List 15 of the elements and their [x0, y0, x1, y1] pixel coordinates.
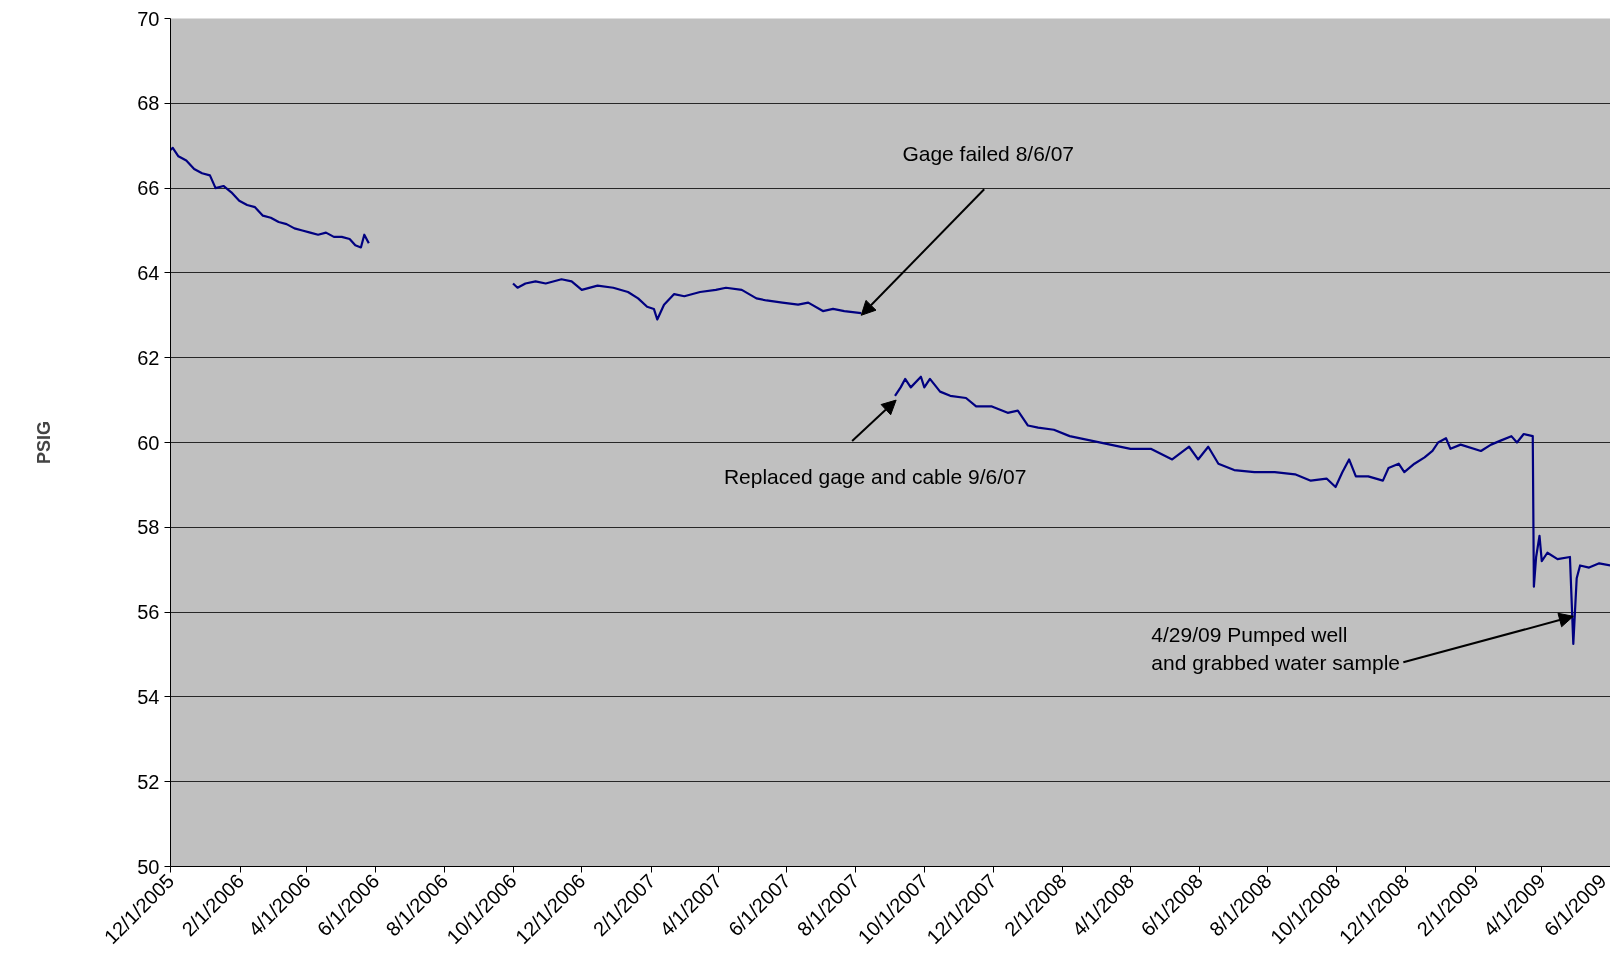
y-tick-label: 66: [137, 177, 160, 200]
y-tick-label: 70: [137, 7, 160, 30]
y-tick-label: 68: [137, 92, 160, 115]
y-tick-label: 58: [137, 516, 160, 539]
y-tick-label: 62: [137, 346, 160, 369]
annotation: 4/29/09 Pumped well and grabbed water sample: [1151, 623, 1400, 674]
annotation: Gage failed 8/6/07: [902, 142, 1075, 166]
y-tick-label: 50: [137, 855, 160, 878]
annotation: Replaced gage and cable 9/6/07: [723, 465, 1027, 489]
y-tick-label: 60: [137, 431, 160, 454]
y-tick-label: 52: [137, 770, 160, 793]
y-tick-label: 64: [137, 261, 160, 284]
y-tick-label: 56: [137, 601, 160, 624]
y-axis-title: PSIG: [34, 420, 55, 465]
y-tick-label: 54: [137, 685, 160, 708]
